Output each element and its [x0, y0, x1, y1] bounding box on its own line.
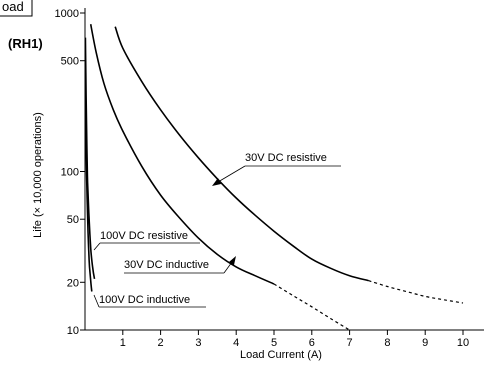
label-30v-dc-resistive: 30V DC resistive	[245, 152, 327, 164]
annotation-30v-dc-inductive: 30V DC inductive	[124, 256, 236, 274]
x-tick-label: 2	[158, 337, 164, 349]
x-tick-label: 4	[233, 337, 239, 349]
leader-100v-dc-inductive	[93, 294, 100, 308]
curve-extension-30v-dc-resistive	[368, 280, 464, 304]
relay-model-label: (RH1)	[8, 36, 43, 51]
label-100v-dc-inductive: 100V DC inductive	[99, 294, 190, 306]
y-tick-label: 20	[67, 277, 79, 289]
y-tick-label: 100	[61, 167, 79, 179]
annotation-100v-dc-inductive: 100V DC inductive	[93, 294, 206, 308]
label-30v-dc-inductive: 30V DC inductive	[124, 259, 209, 271]
header-box	[0, 0, 33, 17]
leader-30v-dc-inductive	[223, 261, 233, 274]
curve-30v-dc-inductive	[89, 24, 275, 285]
leader-30v-dc-resistive	[217, 165, 246, 183]
x-tick-label: 5	[271, 337, 277, 349]
x-tick-label: 6	[309, 337, 315, 349]
x-tick-label: 3	[195, 337, 201, 349]
curve-100v-dc-inductive	[84, 60, 93, 292]
curves	[84, 24, 464, 331]
label-100v-dc-resistive: 100V DC resistive	[100, 230, 188, 242]
axis-ticks: 1 2 3 4 5 6 7 8 9 10 1000 500 100 50 20 10	[55, 8, 470, 349]
arrowhead-30v-dc-resistive	[212, 178, 221, 186]
y-tick-label: 50	[67, 214, 79, 226]
curve-extension-30v-dc-inductive	[273, 283, 350, 331]
y-axis-title: Life (× 10,000 operations)	[32, 112, 44, 238]
leader-100v-dc-resistive	[93, 242, 101, 251]
x-tick-label: 8	[384, 337, 390, 349]
x-axis-title: Load Current (A)	[240, 349, 322, 361]
arrowhead-30v-dc-inductive	[229, 256, 236, 265]
y-tick-label: 1000	[55, 8, 79, 20]
header-box-label: oad	[2, 0, 24, 14]
y-tick-label: 10	[67, 325, 79, 337]
x-tick-label: 7	[347, 337, 353, 349]
y-tick-label: 500	[61, 56, 79, 68]
x-tick-label: 10	[457, 337, 469, 349]
curve-30v-dc-resistive	[114, 26, 369, 282]
annotation-100v-dc-resistive: 100V DC resistive	[93, 230, 200, 251]
x-tick-label: 1	[120, 337, 126, 349]
x-tick-label: 9	[422, 337, 428, 349]
annotation-30v-dc-resistive: 30V DC resistive	[212, 152, 341, 186]
